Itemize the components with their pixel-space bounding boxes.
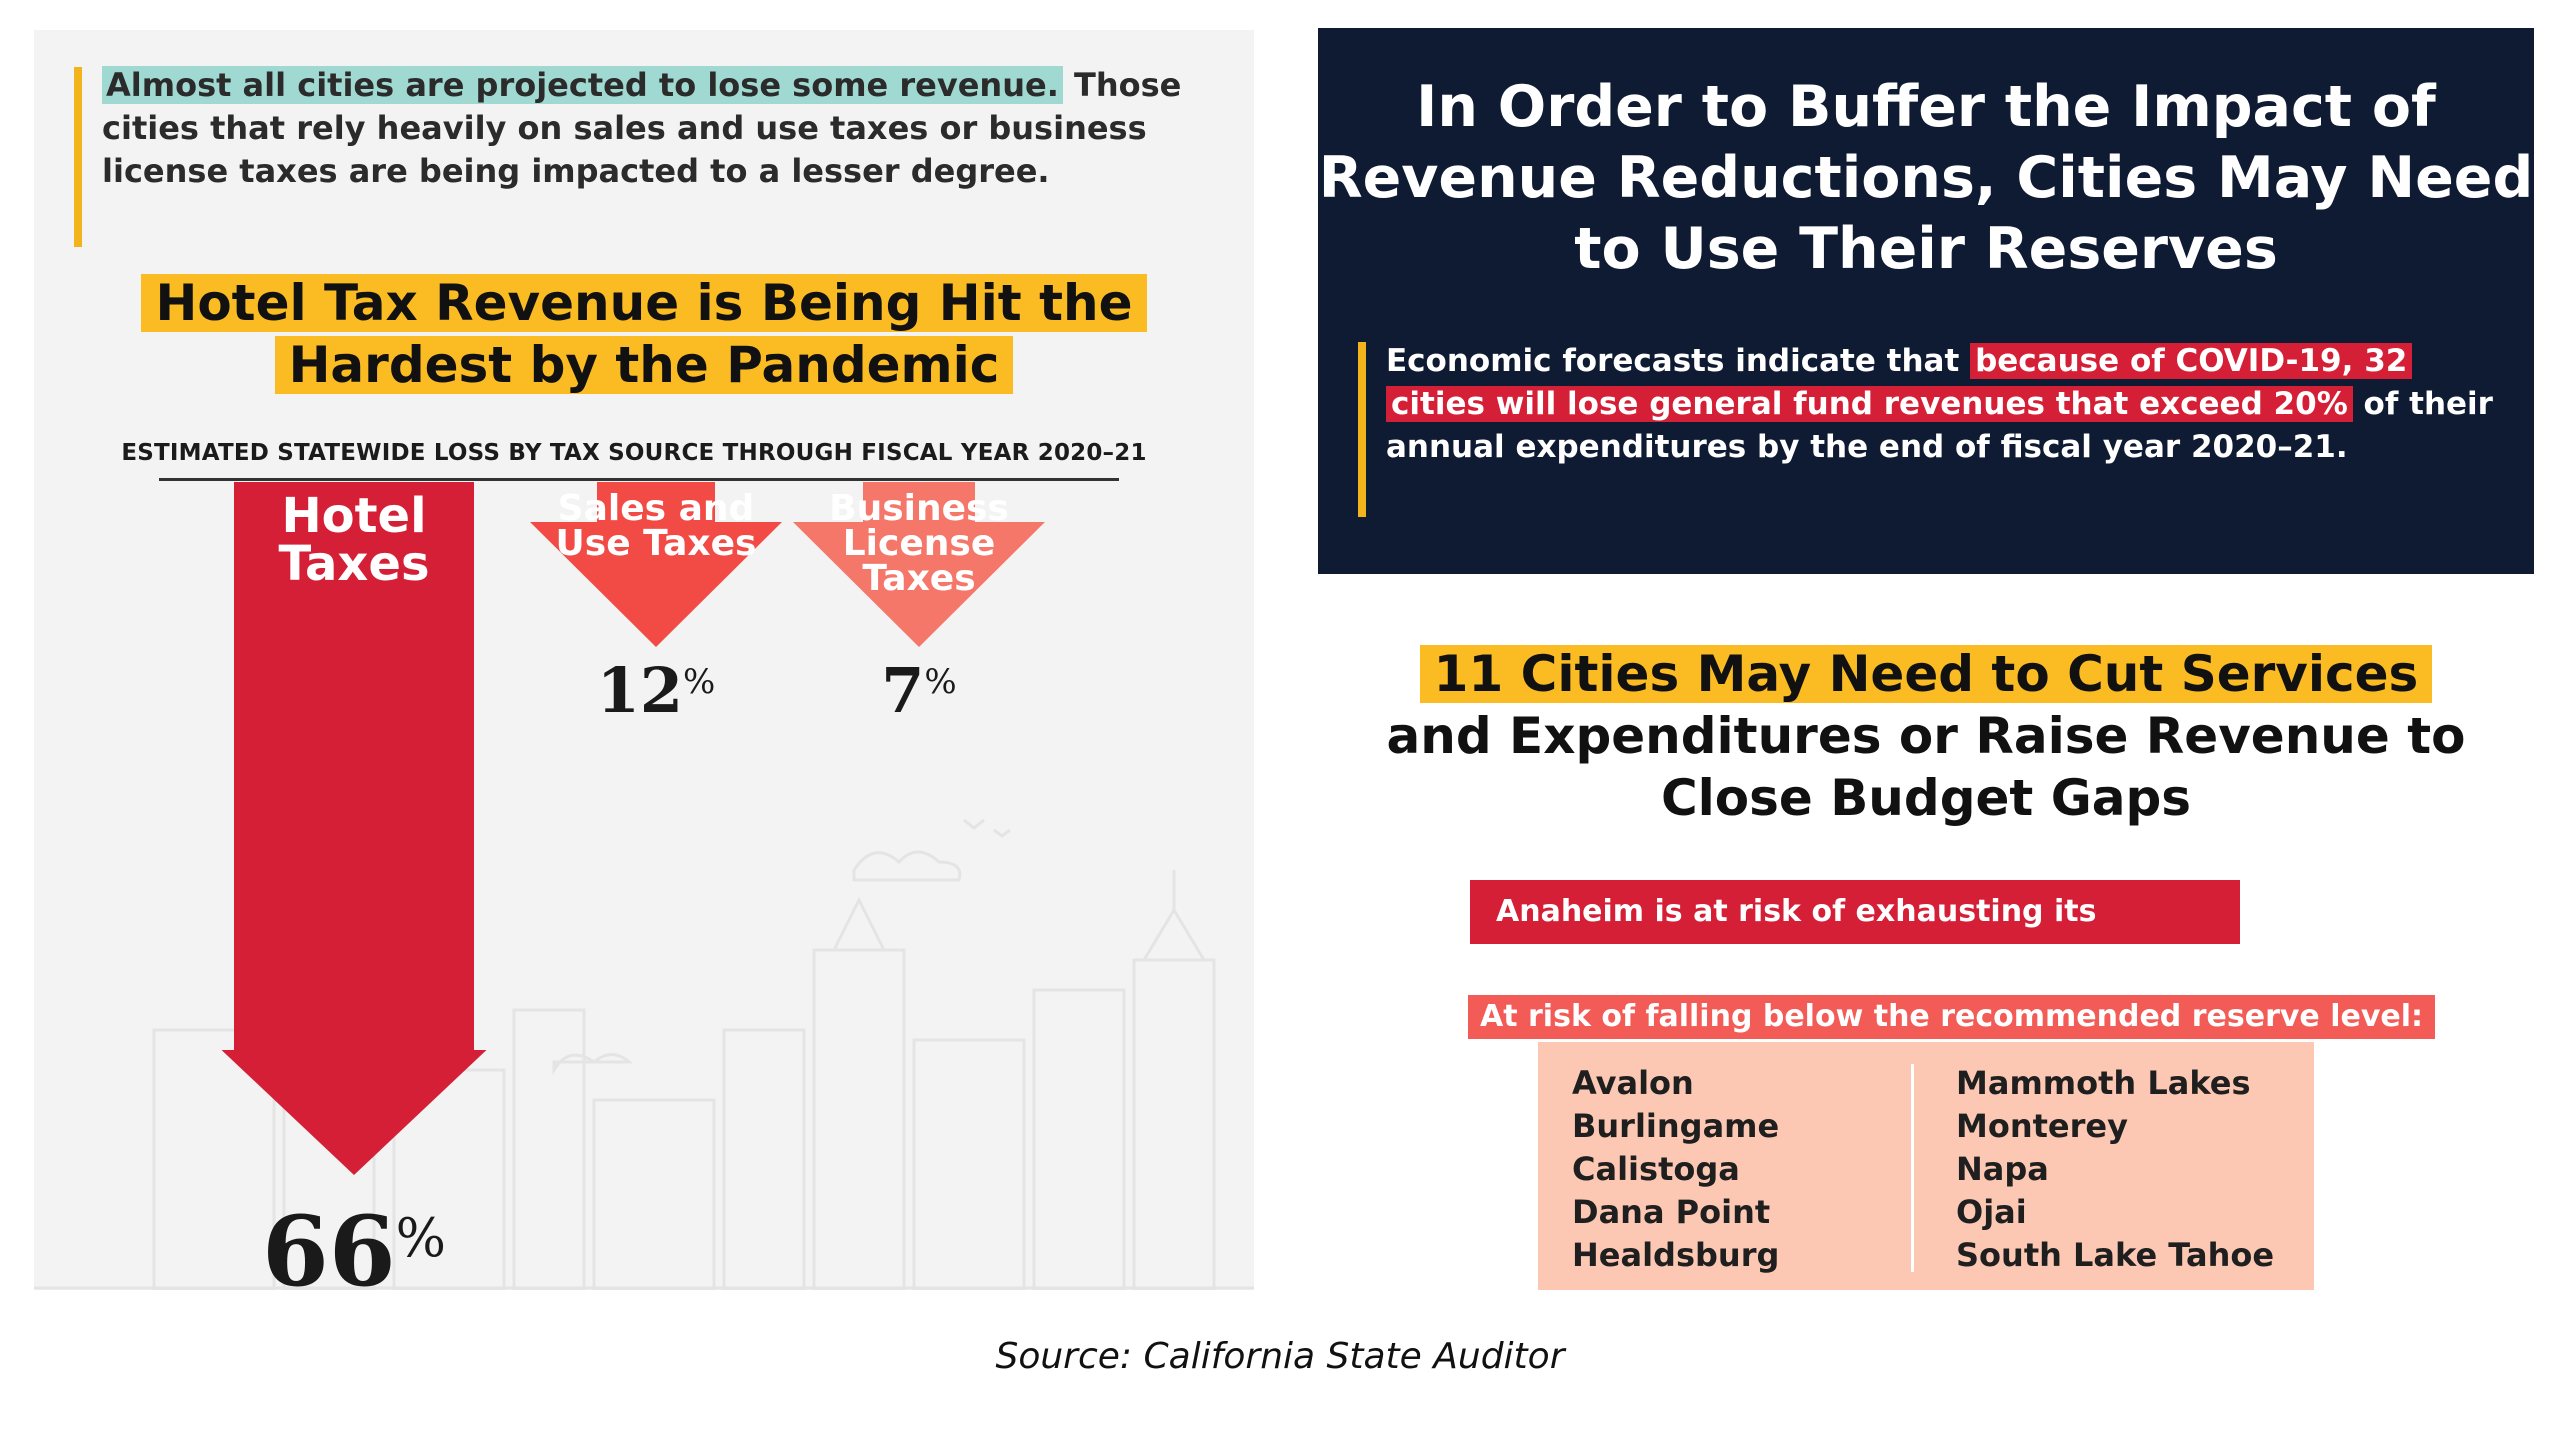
chart-title: Hotel Tax Revenue is Being Hit the Harde… <box>34 272 1254 396</box>
arrow-category-label: Sales and <box>558 488 755 529</box>
arrow-category-label: Use Taxes <box>556 523 757 564</box>
forecast-prefix: Economic forecasts indicate that <box>1386 343 1971 379</box>
reserve-warning-banner: Anaheim is at risk of exhausting its res… <box>1470 880 2240 993</box>
reserves-panel: In Order to Buffer the Impact of Revenue… <box>1318 28 2534 574</box>
budget-gap-heading-line-3: Close Budget Gaps <box>1660 769 2192 827</box>
city-list-right: Mammoth Lakes Monterey Napa Ojai South L… <box>1956 1062 2274 1277</box>
list-item: Dana Point <box>1572 1193 1771 1231</box>
chart-title-line-2: Hardest by the Pandemic <box>274 336 1014 394</box>
arrow-bar-3 <box>793 482 1045 647</box>
chart-title-line-1: Hotel Tax Revenue is Being Hit the <box>141 274 1147 332</box>
list-item: Healdsburg <box>1572 1236 1780 1274</box>
forecast-paragraph: Economic forecasts indicate that because… <box>1386 340 2506 469</box>
list-item: Mammoth Lakes <box>1956 1064 2251 1102</box>
chart-baseline-rule <box>159 478 1119 481</box>
intro-paragraph: Almost all cities are projected to lose … <box>102 64 1222 193</box>
list-item: Calistoga <box>1572 1150 1740 1188</box>
list-item: Avalon <box>1572 1064 1694 1102</box>
city-skyline-illustration <box>34 818 1254 1290</box>
budget-gap-heading-highlight: 11 Cities May Need to Cut Services <box>1419 645 2433 703</box>
forecast-suffix: of their annual expenditures by the end … <box>1386 386 2493 465</box>
list-item: Monterey <box>1956 1107 2128 1145</box>
risk-list-header: At risk of falling below the recommended… <box>1468 995 2436 1039</box>
arrow-category-label: Business <box>829 488 1009 529</box>
arrow-bar-1 <box>221 482 487 1175</box>
arrow-bar-2 <box>530 482 782 647</box>
forecast-accent-bar <box>1358 342 1366 517</box>
chart-subtitle: ESTIMATED STATEWIDE LOSS BY TAX SOURCE T… <box>121 440 1147 466</box>
arrow-category-label: Taxes <box>862 558 975 599</box>
arrow-value-label: 7% <box>881 654 956 727</box>
arrow-value-label: 66% <box>262 1195 446 1290</box>
list-item: South Lake Tahoe <box>1956 1236 2275 1274</box>
reserves-title-line-3: to Use Their Reserves <box>1574 216 2278 282</box>
reserves-title-line-1: In Order to Buffer the Impact of <box>1416 74 2436 140</box>
reserves-title: In Order to Buffer the Impact of Revenue… <box>1318 72 2534 285</box>
city-column-divider <box>1911 1064 1914 1272</box>
budget-gap-heading-line-2: and Expenditures or Raise Revenue to <box>1386 707 2466 765</box>
list-item: Napa <box>1956 1150 2049 1188</box>
intro-rest: Those cities that rely heavily on sales … <box>102 66 1182 190</box>
arrow-category-label: Hotel <box>281 488 426 544</box>
intro-accent-bar <box>74 67 82 247</box>
source-credit: Source: California State Auditor <box>995 1336 1565 1377</box>
list-item: Burlingame <box>1572 1107 1780 1145</box>
arrow-category-label: Taxes <box>278 536 429 592</box>
reserves-title-line-2: Revenue Reductions, Cities May Need <box>1318 145 2534 211</box>
left-infographic-panel: Almost all cities are projected to lose … <box>34 30 1254 1290</box>
intro-highlight: Almost all cities are projected to lose … <box>102 66 1063 104</box>
budget-gap-heading: 11 Cities May Need to Cut Services and E… <box>1318 643 2534 829</box>
arrow-value-label: 12% <box>597 654 716 727</box>
list-item: Ojai <box>1956 1193 2027 1231</box>
arrow-category-label: License <box>843 523 996 564</box>
at-risk-cities-box: Avalon Burlingame Calistoga Dana Point H… <box>1538 1042 2314 1290</box>
city-list-left: Avalon Burlingame Calistoga Dana Point H… <box>1572 1062 1779 1277</box>
